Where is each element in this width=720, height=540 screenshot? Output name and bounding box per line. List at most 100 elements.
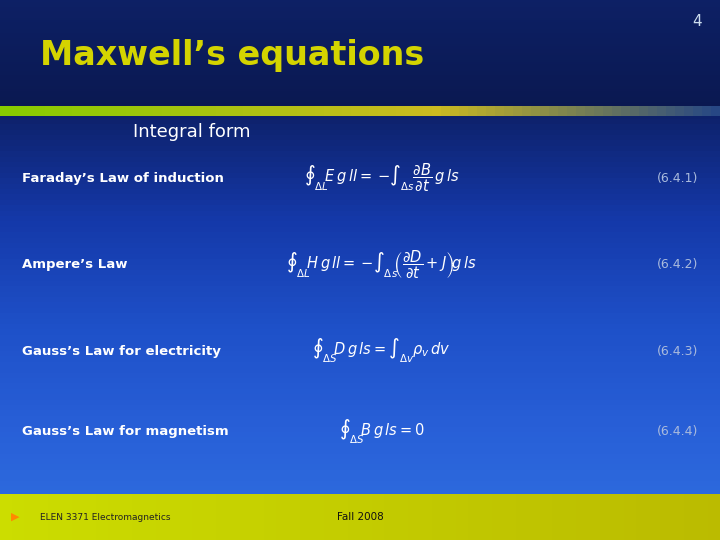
Bar	[0, 351, 720, 356]
Bar	[0, 513, 720, 518]
Bar	[189, 106, 198, 116]
Bar	[9, 106, 18, 116]
Bar	[0, 46, 720, 49]
Bar	[0, 502, 720, 508]
Bar	[405, 106, 414, 116]
Bar	[0, 140, 720, 146]
Bar	[252, 494, 264, 540]
Bar	[0, 51, 720, 53]
Text: $\oint_{\Delta S} \!D\,g\,ls = \int_{\Delta v} \rho_v\,dv$: $\oint_{\Delta S} \!D\,g\,ls = \int_{\De…	[312, 337, 451, 365]
Bar	[0, 227, 720, 232]
Bar	[0, 124, 720, 130]
Bar	[516, 494, 528, 540]
Bar	[0, 416, 720, 421]
Bar	[0, 475, 720, 481]
Bar	[360, 106, 369, 116]
Bar	[0, 459, 720, 464]
Bar	[117, 106, 126, 116]
Bar	[12, 494, 24, 540]
Bar	[0, 346, 720, 351]
Bar	[513, 106, 522, 116]
Bar	[0, 151, 720, 157]
Bar	[0, 378, 720, 383]
Bar	[0, 59, 720, 65]
Bar	[0, 64, 720, 66]
Bar	[504, 494, 516, 540]
Bar	[225, 106, 234, 116]
Bar	[450, 106, 459, 116]
Bar	[0, 69, 720, 71]
Bar	[48, 494, 60, 540]
Bar	[432, 494, 444, 540]
Bar	[0, 2, 720, 4]
Bar	[72, 494, 84, 540]
Bar	[0, 481, 720, 486]
Bar	[636, 494, 648, 540]
Bar	[552, 494, 564, 540]
Bar	[162, 106, 171, 116]
Bar	[666, 106, 675, 116]
Bar	[297, 106, 306, 116]
Bar	[384, 494, 396, 540]
Bar	[396, 106, 405, 116]
Bar	[0, 356, 720, 362]
Bar	[0, 297, 720, 302]
Bar	[0, 22, 720, 24]
Bar	[0, 486, 720, 491]
Bar	[468, 106, 477, 116]
Bar	[0, 60, 720, 62]
Bar	[0, 89, 720, 91]
Bar	[444, 494, 456, 540]
Bar	[0, 108, 720, 113]
Bar	[0, 157, 720, 162]
Bar	[0, 86, 720, 89]
Bar	[234, 106, 243, 116]
Bar	[312, 494, 324, 540]
Bar	[0, 432, 720, 437]
Bar	[0, 106, 9, 116]
Bar	[648, 106, 657, 116]
Bar	[324, 494, 336, 540]
Bar	[270, 106, 279, 116]
Bar	[0, 14, 720, 16]
Bar	[0, 286, 720, 292]
Bar	[0, 49, 720, 54]
Bar	[567, 106, 576, 116]
Bar	[261, 106, 270, 116]
Bar	[0, 6, 720, 9]
Bar	[0, 70, 720, 76]
Bar	[576, 106, 585, 116]
Bar	[0, 16, 720, 18]
Bar	[0, 389, 720, 394]
Text: (6.4.4): (6.4.4)	[657, 426, 698, 438]
Bar	[0, 95, 720, 97]
Bar	[0, 443, 720, 448]
Bar	[0, 535, 720, 540]
Bar	[585, 106, 594, 116]
Bar	[441, 106, 450, 116]
Bar	[192, 494, 204, 540]
Bar	[0, 319, 720, 324]
Bar	[387, 106, 396, 116]
Bar	[0, 32, 720, 38]
Bar	[0, 4, 720, 6]
Text: $\oint_{\Delta S} \!B\,g\,ls = 0$: $\oint_{\Delta S} \!B\,g\,ls = 0$	[338, 418, 425, 446]
Bar	[81, 106, 90, 116]
Bar	[603, 106, 612, 116]
Bar	[348, 494, 360, 540]
Bar	[612, 494, 624, 540]
Bar	[0, 308, 720, 313]
Text: (6.4.2): (6.4.2)	[657, 258, 698, 271]
Bar	[315, 106, 324, 116]
Bar	[0, 248, 720, 254]
Bar	[360, 494, 372, 540]
Bar	[63, 106, 72, 116]
Bar	[414, 106, 423, 116]
Bar	[0, 243, 720, 248]
Bar	[0, 464, 720, 470]
Bar	[0, 93, 720, 95]
Bar	[477, 106, 486, 116]
Bar	[0, 9, 720, 11]
Bar	[504, 106, 513, 116]
Bar	[0, 97, 720, 99]
